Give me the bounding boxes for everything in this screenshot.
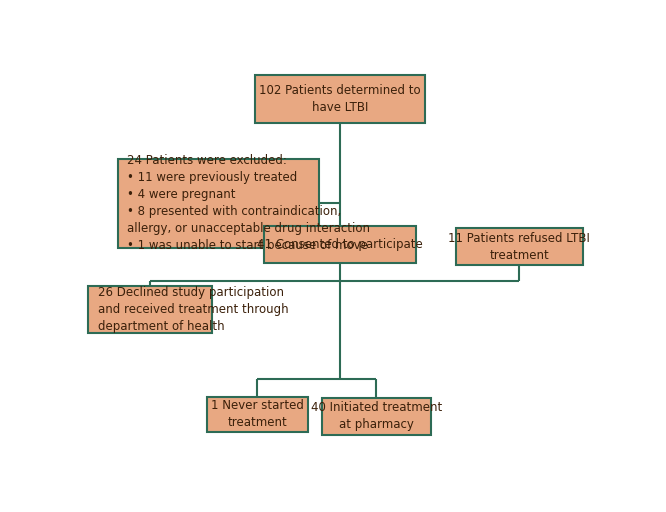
Text: 102 Patients determined to
have LTBI: 102 Patients determined to have LTBI bbox=[259, 84, 421, 114]
FancyBboxPatch shape bbox=[264, 226, 416, 264]
FancyBboxPatch shape bbox=[89, 286, 212, 333]
FancyBboxPatch shape bbox=[207, 396, 308, 432]
FancyBboxPatch shape bbox=[254, 75, 425, 122]
Text: 1 Never started
treatment: 1 Never started treatment bbox=[210, 399, 304, 429]
FancyBboxPatch shape bbox=[456, 228, 583, 265]
FancyBboxPatch shape bbox=[322, 397, 431, 435]
Text: 24 Patients were excluded:
• 11 were previously treated
• 4 were pregnant
• 8 pr: 24 Patients were excluded: • 11 were pre… bbox=[127, 154, 370, 252]
Text: 26 Declined study participation
and received treatment through
department of hea: 26 Declined study participation and rece… bbox=[98, 286, 288, 333]
Text: 40 Initiated treatment
at pharmacy: 40 Initiated treatment at pharmacy bbox=[311, 401, 442, 431]
Text: 41 Consented to participate: 41 Consented to participate bbox=[257, 238, 423, 251]
Text: 11 Patients refused LTBI
treatment: 11 Patients refused LTBI treatment bbox=[448, 232, 590, 262]
FancyBboxPatch shape bbox=[118, 159, 319, 248]
